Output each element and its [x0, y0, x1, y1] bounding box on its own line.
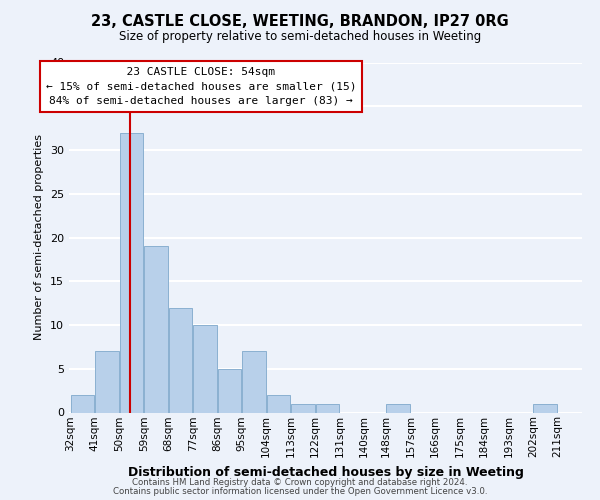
Text: 23 CASTLE CLOSE: 54sqm  
← 15% of semi-detached houses are smaller (15)
84% of s: 23 CASTLE CLOSE: 54sqm ← 15% of semi-det…: [46, 67, 356, 106]
Bar: [218, 369, 241, 412]
Y-axis label: Number of semi-detached properties: Number of semi-detached properties: [34, 134, 44, 340]
Bar: [193, 325, 217, 412]
X-axis label: Distribution of semi-detached houses by size in Weeting: Distribution of semi-detached houses by …: [128, 466, 523, 478]
Text: Contains HM Land Registry data © Crown copyright and database right 2024.: Contains HM Land Registry data © Crown c…: [132, 478, 468, 487]
Bar: [120, 132, 143, 412]
Bar: [95, 351, 119, 412]
Bar: [291, 404, 315, 412]
Bar: [316, 404, 340, 412]
Bar: [71, 395, 94, 412]
Bar: [267, 395, 290, 412]
Bar: [169, 308, 193, 412]
Text: Size of property relative to semi-detached houses in Weeting: Size of property relative to semi-detach…: [119, 30, 481, 43]
Bar: [533, 404, 557, 412]
Bar: [242, 351, 266, 412]
Text: Contains public sector information licensed under the Open Government Licence v3: Contains public sector information licen…: [113, 487, 487, 496]
Bar: [386, 404, 410, 412]
Text: 23, CASTLE CLOSE, WEETING, BRANDON, IP27 0RG: 23, CASTLE CLOSE, WEETING, BRANDON, IP27…: [91, 14, 509, 29]
Bar: [144, 246, 168, 412]
